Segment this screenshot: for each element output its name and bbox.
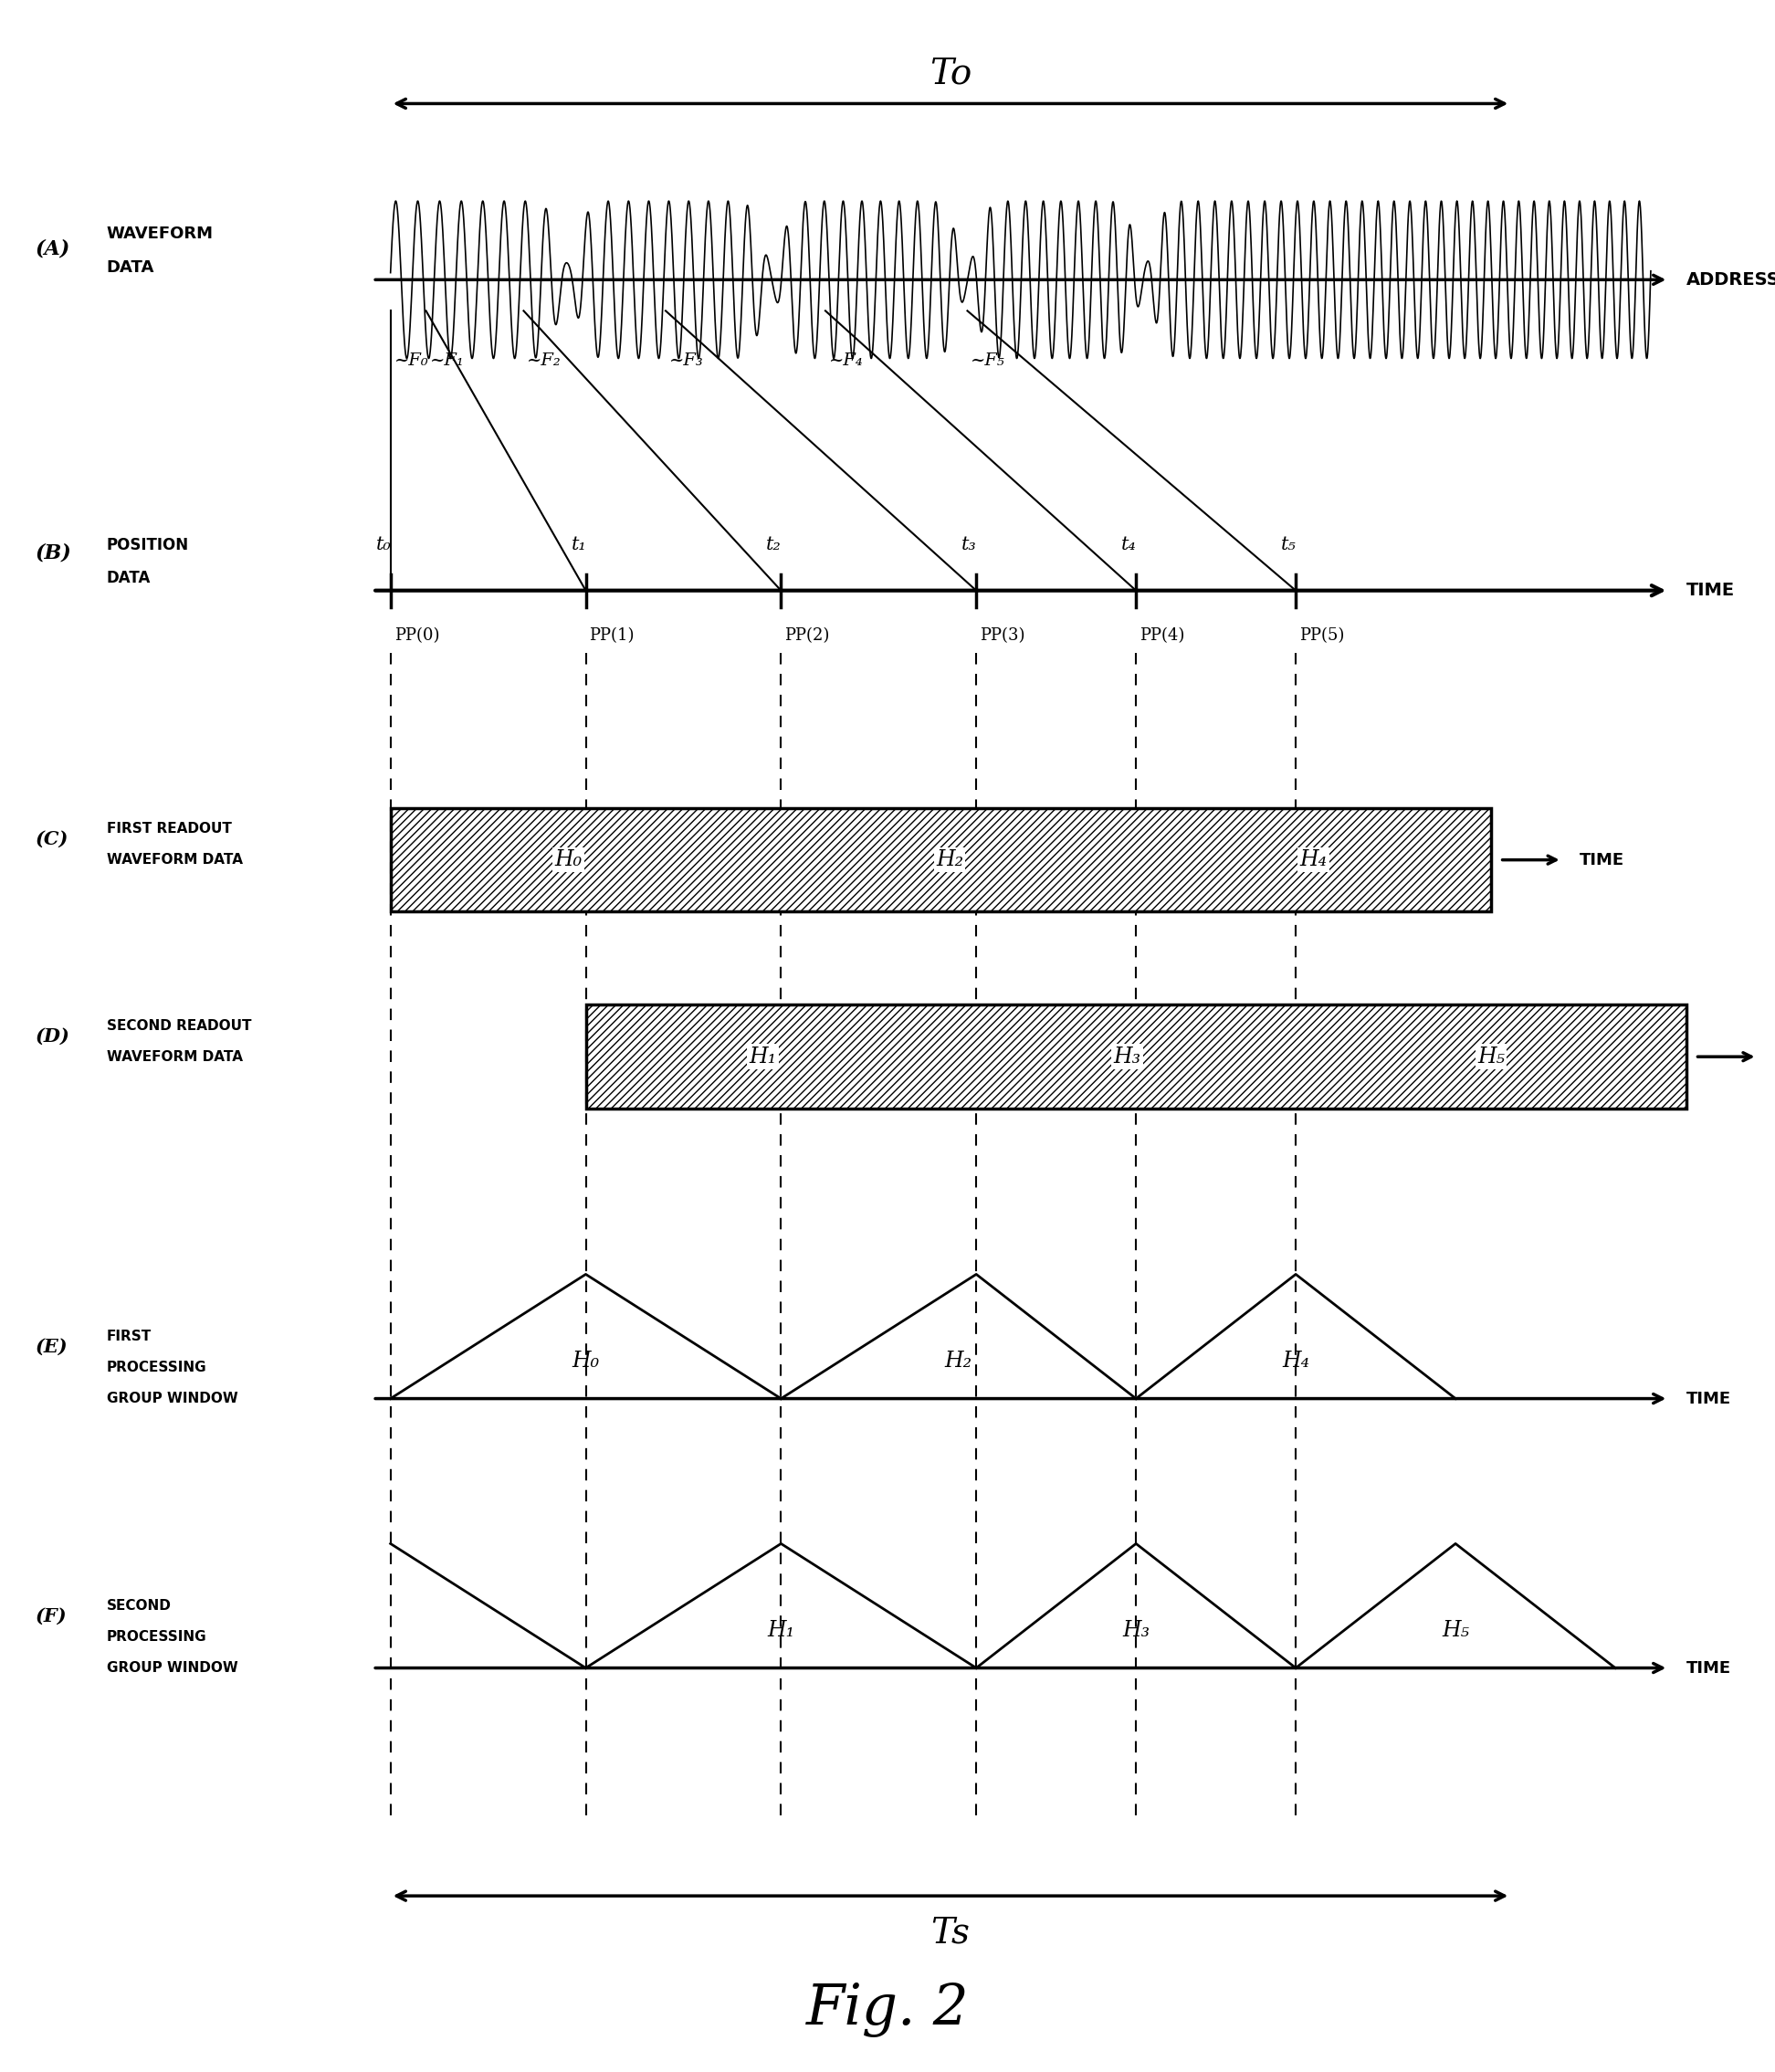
Text: (F): (F): [36, 1608, 67, 1624]
Text: t₅: t₅: [1282, 537, 1296, 553]
Text: ~F₅: ~F₅: [971, 352, 1005, 369]
Text: H₅: H₅: [1477, 1046, 1505, 1067]
Text: t₄: t₄: [1122, 537, 1136, 553]
Text: FIRST READOUT: FIRST READOUT: [106, 823, 231, 835]
Text: TIME: TIME: [1686, 1660, 1731, 1676]
Text: H₃: H₃: [1113, 1046, 1141, 1067]
Text: GROUP WINDOW: GROUP WINDOW: [106, 1392, 238, 1405]
Text: ~F₁: ~F₁: [430, 352, 463, 369]
Text: FIRST: FIRST: [106, 1330, 151, 1343]
Text: t₃: t₃: [962, 537, 976, 553]
Text: WAVEFORM: WAVEFORM: [106, 226, 213, 242]
Text: H₄: H₄: [1282, 1351, 1310, 1372]
Text: POSITION: POSITION: [106, 537, 188, 553]
Text: (D): (D): [36, 1028, 69, 1044]
Text: ~F₂: ~F₂: [527, 352, 561, 369]
Text: To: To: [930, 58, 971, 91]
Text: H₄: H₄: [1299, 850, 1328, 870]
Text: SECOND: SECOND: [106, 1600, 170, 1612]
Text: H₁: H₁: [767, 1620, 795, 1641]
Text: H₀: H₀: [554, 850, 582, 870]
Text: H₅: H₅: [1441, 1620, 1470, 1641]
Text: ADDRESS: ADDRESS: [1686, 271, 1775, 288]
Text: t₁: t₁: [572, 537, 586, 553]
Text: DATA: DATA: [106, 259, 154, 276]
Text: Ts: Ts: [930, 1917, 971, 1950]
Text: (B): (B): [36, 543, 71, 564]
Text: t₀: t₀: [376, 537, 390, 553]
Text: H₀: H₀: [572, 1351, 600, 1372]
Text: DATA: DATA: [106, 570, 151, 586]
Text: PP(3): PP(3): [980, 628, 1024, 644]
Bar: [390, 808, 1491, 912]
Text: (C): (C): [36, 831, 69, 847]
Text: H₃: H₃: [1122, 1620, 1150, 1641]
Text: PROCESSING: PROCESSING: [106, 1361, 206, 1374]
Text: PROCESSING: PROCESSING: [106, 1631, 206, 1643]
Text: ~F₄: ~F₄: [829, 352, 863, 369]
Text: (E): (E): [36, 1339, 67, 1355]
Text: t₂: t₂: [767, 537, 781, 553]
Text: H₂: H₂: [944, 1351, 973, 1372]
Text: Fig. 2: Fig. 2: [806, 1983, 969, 2037]
Text: TIME: TIME: [1686, 582, 1734, 599]
Text: PP(5): PP(5): [1299, 628, 1344, 644]
Text: SECOND READOUT: SECOND READOUT: [106, 1019, 252, 1032]
Text: PP(1): PP(1): [589, 628, 634, 644]
Bar: [586, 1005, 1686, 1109]
Text: TIME: TIME: [1580, 852, 1624, 868]
Text: ~F₀: ~F₀: [394, 352, 428, 369]
Text: H₂: H₂: [935, 850, 964, 870]
Text: TIME: TIME: [1686, 1390, 1731, 1407]
Bar: [586, 1005, 1686, 1109]
Text: WAVEFORM DATA: WAVEFORM DATA: [106, 1051, 243, 1063]
Text: PP(0): PP(0): [394, 628, 438, 644]
Bar: [390, 808, 1491, 912]
Text: PP(2): PP(2): [785, 628, 829, 644]
Text: GROUP WINDOW: GROUP WINDOW: [106, 1662, 238, 1674]
Text: PP(4): PP(4): [1140, 628, 1184, 644]
Text: WAVEFORM DATA: WAVEFORM DATA: [106, 854, 243, 866]
Text: ~F₃: ~F₃: [669, 352, 703, 369]
Text: (A): (A): [36, 238, 71, 259]
Text: H₁: H₁: [749, 1046, 777, 1067]
